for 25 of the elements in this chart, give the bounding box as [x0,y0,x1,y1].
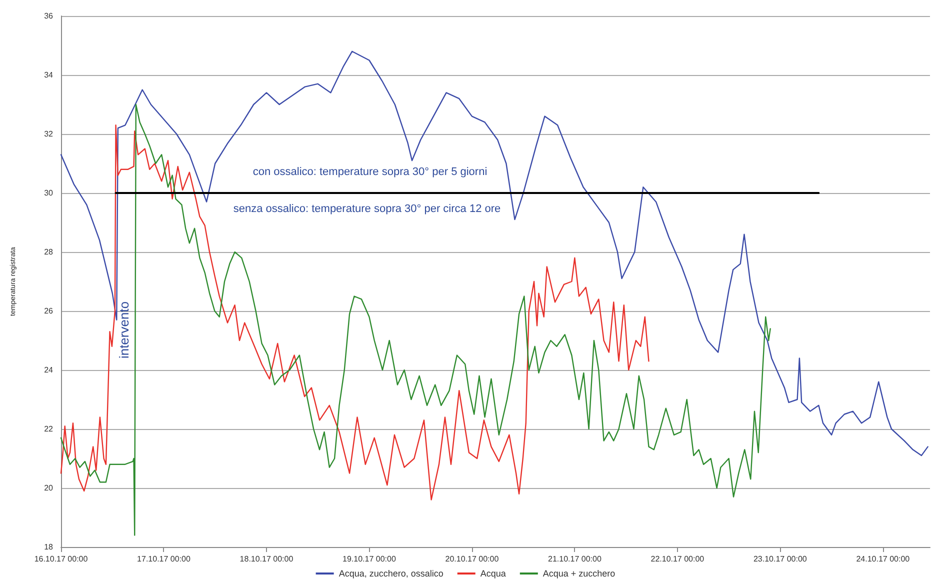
y-tick-label: 36 [44,12,54,20]
x-tick-label: 20.10.17 00:00 [445,554,500,564]
y-tick-label: 18 [44,542,54,552]
x-tick-label: 23.10.17 00:00 [753,554,808,564]
x-tick-label: 22.10.17 00:00 [650,554,705,564]
x-tick-label: 17.10.17 00:00 [137,554,191,564]
x-tick-label: 19.10.17 00:00 [342,554,396,564]
y-tick-label: 28 [44,248,54,256]
x-tick-label: 18.10.17 00:00 [240,554,294,564]
y-tick-label: 24 [44,366,54,374]
x-tick-label: 16.10.17 00:00 [34,554,88,564]
annotation: intervento [116,301,132,359]
x-tick-label: 21.10.17 00:00 [548,554,602,564]
y-tick-label: 26 [44,306,54,316]
annotation: senza ossalico: temperature sopra 30° per circa 12 ore [233,203,501,215]
legend-label: Acqua + zucchero [542,568,616,578]
y-tick-label: 32 [44,130,54,138]
y-tick-label: 20 [44,484,54,492]
y-tick-label: 30 [44,188,54,198]
legend-label: Acqua [480,568,506,578]
y-tick-label: 34 [44,70,54,80]
y-tick-label: 22 [44,424,54,434]
x-tick-label: 24.10.17 00:00 [856,554,910,564]
legend-label: Acqua, zucchero, ossalico [338,568,444,578]
annotation: con ossalico: temperature sopra 30° per 5 giorni [252,166,488,178]
